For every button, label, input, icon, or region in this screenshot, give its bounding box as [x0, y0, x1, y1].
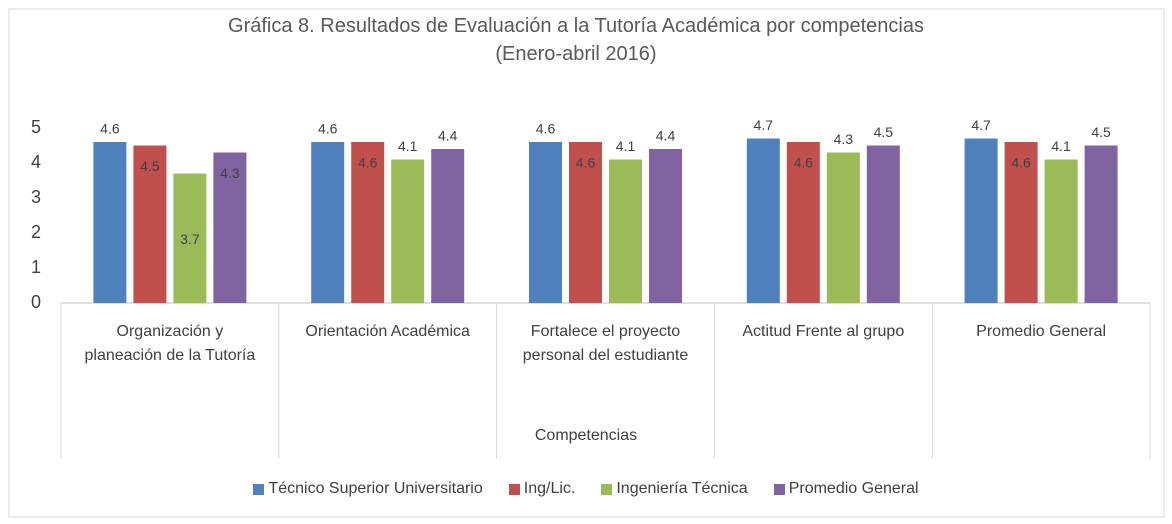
legend-swatch — [253, 483, 265, 495]
legend: Técnico Superior Universitario Ing/Lic. In… — [0, 480, 1172, 498]
legend-label: Ing/Lic. — [523, 480, 576, 497]
data-label: 4.1 — [616, 138, 636, 154]
bar — [786, 142, 820, 303]
data-label: 4.6 — [358, 155, 378, 171]
data-label: 4.3 — [834, 131, 854, 147]
y-tick-label: 4 — [31, 152, 41, 172]
bar — [866, 145, 900, 303]
data-label: 4.7 — [754, 117, 774, 133]
data-label: 4.1 — [1051, 138, 1071, 154]
bar — [1084, 145, 1118, 303]
data-label: 4.6 — [794, 155, 814, 171]
x-tick-label: Promedio General — [976, 323, 1107, 340]
bar — [569, 142, 602, 303]
bar — [1044, 159, 1078, 303]
y-tick-label: 3 — [31, 187, 41, 207]
data-label: 3.7 — [180, 231, 200, 247]
bar — [964, 138, 998, 303]
bar — [609, 159, 642, 303]
bar — [133, 145, 167, 303]
x-tick-label: Orientación Académica — [305, 323, 470, 340]
data-label: 4.6 — [576, 155, 596, 171]
data-label: 4.3 — [220, 165, 240, 181]
chart-border — [8, 8, 1165, 518]
y-tick-label: 0 — [31, 292, 41, 312]
bar — [529, 142, 562, 303]
chart-title: Gráfica 8. Resultados de Evaluación a la… — [228, 15, 924, 65]
data-label: 4.6 — [100, 121, 120, 137]
data-label: 4.6 — [536, 121, 556, 137]
data-label: 4.6 — [1011, 155, 1031, 171]
legend-item: Ing/Lic. — [508, 480, 576, 498]
data-label: 4.5 — [874, 124, 894, 140]
data-label: 4.5 — [1091, 124, 1111, 140]
legend-item: Ingeniería Técnica — [601, 480, 748, 498]
bar — [311, 142, 345, 303]
data-label: 4.4 — [656, 128, 676, 144]
y-tick-label: 1 — [31, 257, 41, 277]
data-label: 4.6 — [318, 121, 338, 137]
bar — [826, 152, 860, 303]
data-label: 4.1 — [398, 138, 418, 154]
legend-swatch — [773, 483, 785, 495]
bar — [351, 142, 385, 303]
data-label: 4.4 — [438, 128, 458, 144]
legend-item: Técnico Superior Universitario — [253, 480, 483, 498]
bar — [391, 159, 425, 303]
legend-label: Técnico Superior Universitario — [268, 480, 483, 497]
y-tick-label: 5 — [31, 117, 41, 137]
y-tick-label: 2 — [31, 222, 41, 242]
legend-item: Promedio General — [773, 480, 919, 498]
bar — [746, 138, 780, 303]
data-label: 4.5 — [140, 158, 160, 174]
legend-swatch — [508, 483, 520, 495]
legend-label: Ingeniería Técnica — [616, 480, 748, 497]
data-label: 4.7 — [971, 117, 991, 133]
x-tick-label: Actitud Frente al grupo — [742, 323, 905, 340]
legend-swatch — [601, 483, 613, 495]
bar — [1004, 142, 1038, 303]
bar — [431, 149, 465, 303]
bar — [213, 152, 247, 303]
x-tick-label: Organización y planeación de la Tutoría — [84, 323, 256, 364]
legend-label: Promedio General — [788, 480, 919, 497]
bar — [173, 173, 207, 303]
x-tick-label: Fortalece el proyecto personal del estud… — [522, 323, 689, 364]
x-axis-label: Competencias — [534, 427, 638, 444]
bar — [93, 142, 127, 303]
bar — [649, 149, 682, 303]
